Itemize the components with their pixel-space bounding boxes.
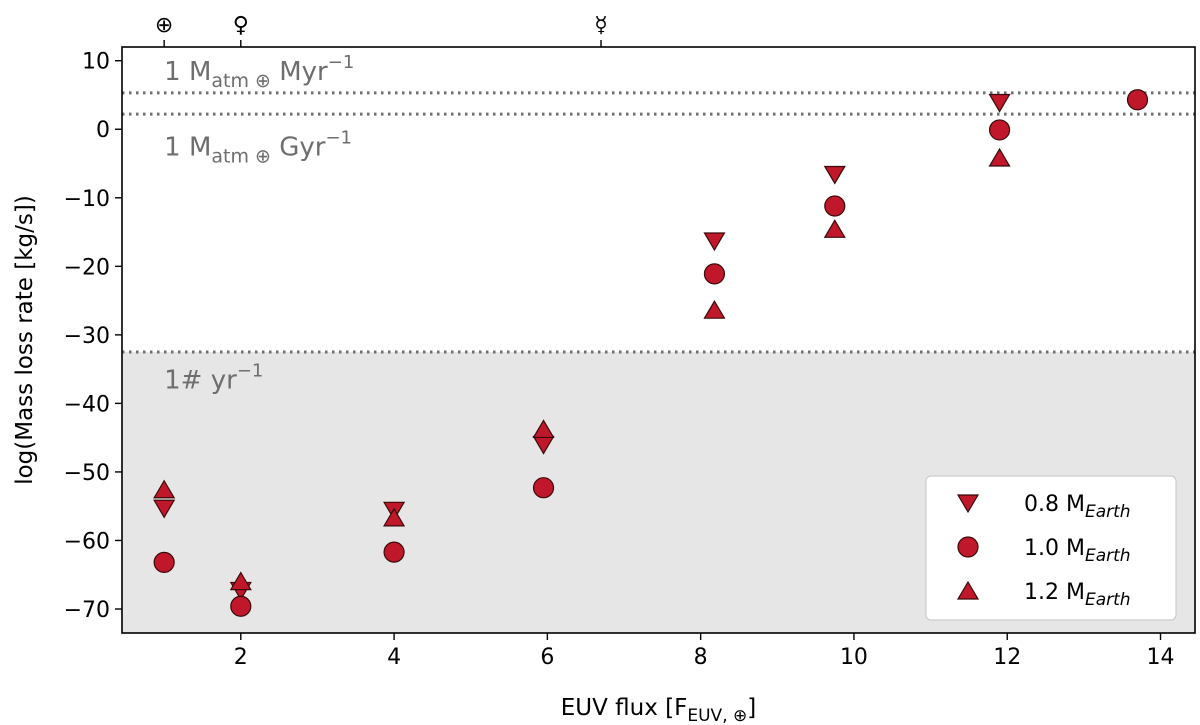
x-tick-label: 8 [694, 645, 708, 670]
data-point [988, 119, 1011, 141]
reference-label-1: 1 Matm ⊕ Gyr−1 [164, 127, 352, 167]
y-tick-label: −10 [64, 187, 110, 212]
plot-frame [121, 46, 1196, 634]
legend: 0.8 MEarth 1.0 MEarth 1.2 MEarth [925, 475, 1177, 621]
x-tick-label: 10 [840, 645, 868, 670]
data-point [230, 595, 252, 617]
data-point [823, 165, 846, 185]
data-point [532, 477, 555, 499]
reference-label-0: 1 Matm ⊕ Myr−1 [164, 52, 354, 92]
legend-label-1: 1.0 MEarth [1024, 536, 1131, 566]
data-point [383, 541, 405, 563]
x-tick-label: 4 [387, 645, 401, 670]
legend-box [925, 475, 1177, 621]
data-point [229, 571, 252, 591]
y-tick-label: 10 [82, 50, 110, 75]
y-tick-label: −40 [64, 392, 110, 417]
y-tick-label: −20 [64, 255, 110, 280]
data-point [824, 195, 846, 217]
data-point [703, 300, 726, 319]
y-tick-label: −60 [64, 529, 110, 554]
series-1 [153, 89, 1149, 617]
reference-label-2: 1# yr−1 [164, 360, 263, 395]
x-tick-label: 2 [234, 645, 248, 670]
data-point [153, 479, 176, 499]
data-point [703, 232, 726, 252]
planet-symbol-1: ♀ [233, 13, 249, 38]
data-point [703, 263, 726, 285]
data-point [153, 499, 176, 519]
data-point [532, 419, 555, 439]
legend-label-0: 0.8 MEarth [1024, 492, 1131, 522]
y-tick-label: 0 [96, 118, 110, 143]
series-2 [153, 147, 1011, 591]
planet-symbol-0: ⊕ [155, 13, 173, 38]
legend-marker-0 [956, 494, 980, 514]
x-tick-label: 14 [1147, 645, 1175, 670]
legend-marker-1 [957, 536, 979, 558]
data-point [383, 507, 406, 527]
y-tick-label: −50 [64, 461, 110, 486]
y-tick-label: −30 [64, 324, 110, 349]
data-point [988, 147, 1011, 167]
data-point [823, 219, 846, 238]
data-point [153, 551, 175, 574]
y-tick-label: −70 [64, 598, 110, 623]
data-point [1126, 89, 1149, 111]
legend-label-2: 1.2 MEarth [1024, 580, 1131, 610]
x-axis-label: EUV flux [FEUV, ⊕] [561, 695, 756, 725]
y-axis-label: log(Mass loss rate [kg/s]) [12, 195, 38, 485]
x-tick-label: 12 [993, 645, 1021, 670]
planet-symbol-2: ☿ [594, 13, 608, 38]
legend-marker-2 [956, 580, 980, 600]
data-point [988, 93, 1011, 113]
x-tick-label: 6 [540, 645, 554, 670]
